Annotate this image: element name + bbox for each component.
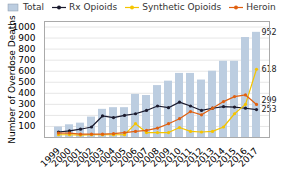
svg-text:100: 100 bbox=[18, 121, 35, 131]
svg-text:700: 700 bbox=[18, 55, 35, 65]
svg-text:1999: 1999 bbox=[38, 145, 62, 169]
svg-text:200: 200 bbox=[18, 110, 35, 120]
html-text:Heroin: Heroin bbox=[246, 2, 276, 12]
svg-text:2002: 2002 bbox=[71, 145, 95, 169]
svg-text:253: 253 bbox=[261, 105, 277, 115]
svg-text:2003: 2003 bbox=[82, 145, 106, 169]
svg-text:500: 500 bbox=[18, 77, 35, 87]
svg-text:2014: 2014 bbox=[203, 145, 227, 169]
svg-text:600: 600 bbox=[18, 66, 35, 76]
svg-text:2009: 2009 bbox=[148, 145, 172, 169]
svg-text:1000: 1000 bbox=[12, 21, 36, 32]
html-text:Total: Total bbox=[23, 2, 44, 12]
svg-text:2007: 2007 bbox=[126, 145, 150, 169]
svg-text:300: 300 bbox=[18, 99, 35, 109]
svg-text:2011: 2011 bbox=[170, 145, 194, 169]
svg-text:2001: 2001 bbox=[60, 145, 84, 169]
svg-text:2004: 2004 bbox=[93, 145, 117, 169]
svg-text:2010: 2010 bbox=[159, 145, 183, 169]
svg-text:618: 618 bbox=[261, 64, 277, 74]
svg-text:2013: 2013 bbox=[192, 145, 216, 169]
svg-text:952: 952 bbox=[261, 27, 277, 37]
svg-text:2012: 2012 bbox=[181, 145, 205, 169]
svg-text:2008: 2008 bbox=[137, 145, 161, 169]
svg-text:400: 400 bbox=[18, 88, 35, 98]
html-text:Synthetic Opioids: Synthetic Opioids bbox=[142, 2, 222, 12]
svg-text:2005: 2005 bbox=[104, 145, 128, 169]
svg-text:2017: 2017 bbox=[237, 146, 260, 169]
svg-text:800: 800 bbox=[18, 44, 35, 54]
html-text:Rx Opioids: Rx Opioids bbox=[69, 2, 118, 12]
svg-text:Number of Overdose Deaths: Number of Overdose Deaths bbox=[7, 15, 17, 144]
svg-text:2015: 2015 bbox=[214, 145, 238, 169]
svg-text:900: 900 bbox=[18, 33, 35, 43]
svg-text:2016: 2016 bbox=[225, 145, 249, 169]
svg-text:299: 299 bbox=[261, 96, 277, 106]
svg-text:2000: 2000 bbox=[49, 145, 73, 169]
svg-text:2006: 2006 bbox=[115, 145, 139, 169]
